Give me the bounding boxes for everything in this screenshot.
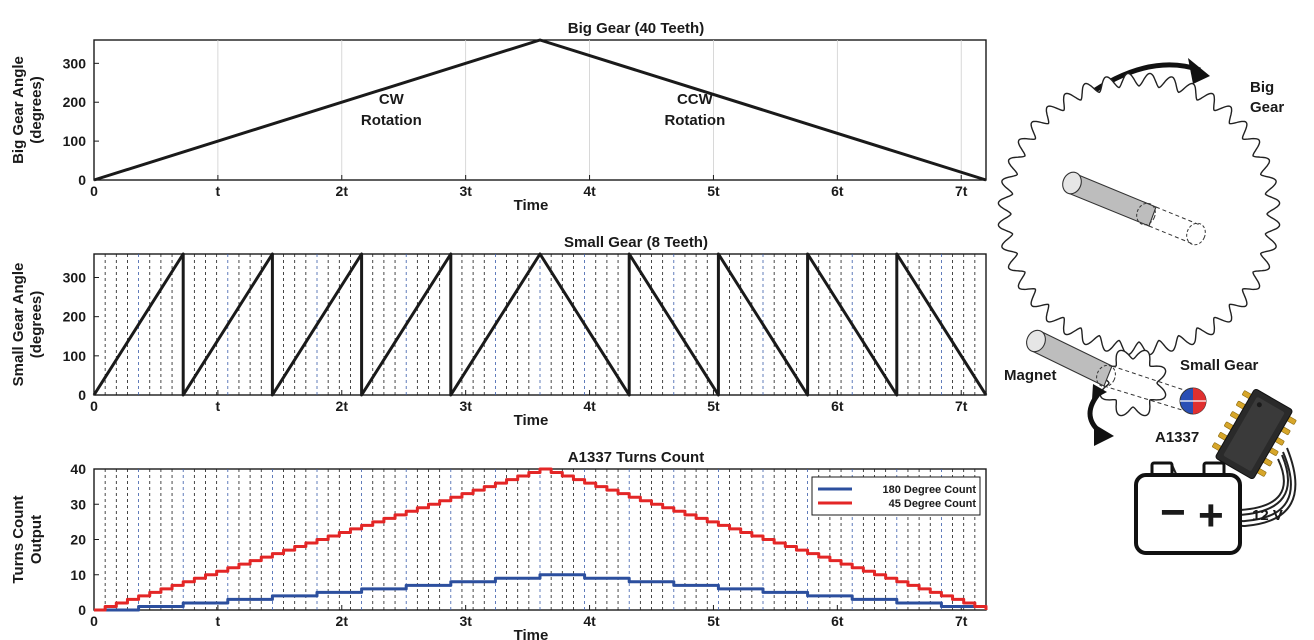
series-line-1 (93, 38, 987, 182)
y-tick-label: 200 (63, 309, 87, 325)
plot-frame (93, 39, 987, 181)
battery-voltage-label: 12 V (1252, 507, 1283, 524)
x-tick-label: 3t (459, 613, 472, 629)
magnet-icon (1179, 387, 1207, 415)
small-gear-icon (1099, 349, 1167, 417)
chart-panel-2: 0 t 2t 3t 4t 5t 6t 7t 0 100 200 300 Small Gear (8 Te… (10, 234, 988, 429)
big-gear-rotation-arrow (1083, 62, 1201, 100)
x-axis-label: Time (514, 197, 549, 214)
chart-panel-3: 0 t 2t 3t 4t 5t 6t 7t 0 10 20 30 40 A1337 Turns Count… (10, 449, 988, 640)
y-tick-label: 30 (70, 496, 86, 512)
big-gear-arrowhead (1188, 58, 1210, 84)
x-tick-label: t (216, 183, 221, 199)
battery-icon (1134, 461, 1242, 555)
y-tick-label: 0 (78, 602, 86, 618)
chart-title: Big Gear (40 Teeth) (568, 20, 704, 37)
y-tick-label: 100 (63, 348, 87, 364)
x-tick-label: 0 (90, 613, 98, 629)
chart-panel-1: 0 t 2t 3t 4t 5t 6t 7t 0 100 200 300 Big Gear (40 Tee… (10, 20, 987, 214)
big-gear-label-line1: Big (1250, 79, 1274, 96)
y-axis-label: (degrees) (28, 76, 45, 144)
y-tick-label: 100 (63, 133, 87, 149)
annotation-text: Rotation (361, 112, 422, 129)
small-gear-label: Small Gear (1180, 357, 1259, 374)
x-axis-label: Time (514, 627, 549, 640)
x-tick-label: 3t (459, 183, 472, 199)
y-axis-label: Output (28, 515, 45, 564)
y-tick-label: 300 (63, 270, 87, 286)
x-tick-label: 4t (583, 398, 596, 414)
legend-label: 180 Degree Count (882, 484, 976, 496)
x-tick-label: 5t (707, 183, 720, 199)
sensor-chip-icon (1212, 388, 1297, 480)
y-axis-label: Big Gear Angle (10, 56, 27, 164)
x-tick-label: 0 (90, 398, 98, 414)
annotation-text: Rotation (664, 112, 725, 129)
y-tick-label: 20 (70, 532, 86, 548)
annotation-text: CCW (677, 91, 714, 108)
chart-title: Small Gear (8 Teeth) (564, 234, 708, 251)
magnet-label: Magnet (1004, 367, 1057, 384)
x-tick-label: 4t (583, 183, 596, 199)
x-axis-label: Time (514, 412, 549, 429)
y-tick-label: 0 (78, 172, 86, 188)
x-tick-label: 5t (707, 613, 720, 629)
x-tick-label: 2t (336, 613, 349, 629)
x-tick-label: 3t (459, 398, 472, 414)
x-tick-label: 6t (831, 183, 844, 199)
series-line-1 (92, 252, 988, 397)
small-gear-shaft-icon (1026, 329, 1191, 411)
big-gear-label-line2: Gear (1250, 99, 1284, 116)
x-tick-label: 6t (831, 613, 844, 629)
big-gear-shaft-icon (1062, 171, 1206, 246)
legend-box (811, 476, 981, 516)
small-gear-arrowtail (1092, 384, 1107, 400)
x-tick-label: 7t (955, 183, 968, 199)
diagram-labels: Big Gear Small Gear Magnet A1337 12 V − … (1004, 79, 1284, 540)
x-tick-label: t (216, 613, 221, 629)
plot-frame (93, 253, 987, 396)
x-tick-label: 7t (955, 613, 968, 629)
y-axis-label: Small Gear Angle (10, 263, 27, 387)
y-tick-label: 10 (70, 567, 86, 583)
x-tick-label: 4t (583, 613, 596, 629)
small-gear-arrowhead (1094, 424, 1114, 446)
annotation-text: CW (379, 91, 405, 108)
x-tick-label: 6t (831, 398, 844, 414)
x-tick-label: 0 (90, 183, 98, 199)
legend-label: 45 Degree Count (889, 498, 977, 510)
chart-title: A1337 Turns Count (568, 449, 704, 466)
y-tick-label: 200 (63, 94, 87, 110)
x-tick-label: 2t (336, 183, 349, 199)
y-axis-label: Turns Count (10, 495, 27, 583)
series-line-2 (94, 467, 988, 612)
sensor-label: A1337 (1155, 429, 1199, 446)
gear-diagram (997, 58, 1297, 555)
series-line-1 (94, 573, 988, 612)
x-tick-label: t (216, 398, 221, 414)
y-tick-label: 300 (63, 55, 87, 71)
x-tick-label: 5t (707, 398, 720, 414)
battery-minus-sign: − (1160, 488, 1186, 537)
x-tick-label: 2t (336, 398, 349, 414)
y-axis-label: (degrees) (28, 291, 45, 359)
y-tick-label: 0 (78, 387, 86, 403)
battery-plus-sign: + (1198, 491, 1224, 540)
y-tick-label: 40 (70, 461, 86, 477)
x-tick-label: 7t (955, 398, 968, 414)
